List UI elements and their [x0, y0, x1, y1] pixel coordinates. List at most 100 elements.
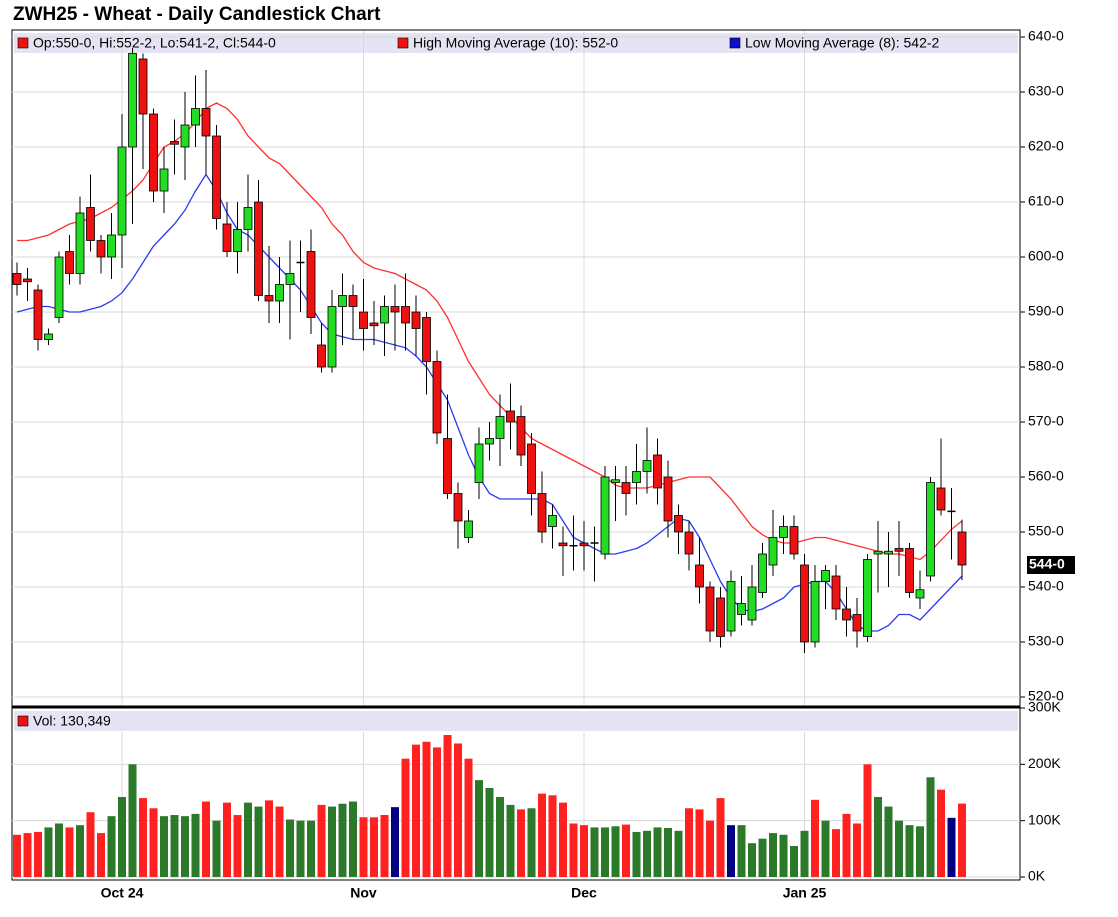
- candle-body: [432, 361, 442, 434]
- legend-swatch: [17, 37, 29, 49]
- candle-body: [852, 614, 862, 632]
- volume-bar: [958, 803, 966, 877]
- candle-body: [642, 460, 652, 472]
- candle-body: [453, 493, 463, 522]
- last-price-label: 544-0: [1029, 556, 1065, 572]
- volume-bar: [695, 809, 704, 877]
- candle-body: [768, 537, 778, 566]
- volume-bar: [275, 806, 284, 877]
- legend-bar: [14, 33, 1018, 53]
- candle-body: [86, 207, 95, 241]
- volume-bar: [548, 795, 557, 877]
- frame: [11, 29, 1021, 881]
- y-tick-label: 640-0: [1028, 28, 1064, 44]
- candle-body: [653, 454, 662, 489]
- volume-bar: [359, 817, 368, 877]
- volume-bar: [13, 834, 21, 877]
- candle-body: [747, 586, 757, 621]
- volume-bar: [527, 808, 536, 877]
- candle-body: [117, 146, 127, 236]
- candle-body: [201, 108, 211, 137]
- x-tick-label: Nov: [350, 885, 377, 901]
- y-tick-label: 600-0: [1028, 248, 1064, 264]
- candle-body: [726, 581, 736, 632]
- candle-body: [821, 570, 830, 582]
- y-tick-label: 610-0: [1028, 193, 1064, 209]
- candle-body: [138, 58, 148, 115]
- candle-body: [842, 608, 851, 621]
- y-tick-label: 550-0: [1028, 523, 1064, 539]
- volume-bar: [821, 820, 830, 877]
- y-tick-label: 520-0: [1028, 688, 1064, 704]
- candle-body: [380, 306, 389, 324]
- last-price-box: [1027, 556, 1075, 574]
- volume-bar: [128, 764, 137, 877]
- candle-body: [926, 482, 935, 577]
- volume-bar: [76, 825, 84, 877]
- volume-bar: [191, 813, 200, 877]
- volume-bar: [716, 798, 725, 877]
- volume-bar: [412, 744, 420, 877]
- legend-text: High Moving Average (10): 552-0: [413, 35, 618, 51]
- volume-bar: [338, 803, 347, 877]
- volume-bar: [380, 815, 389, 877]
- candle-body: [905, 548, 914, 593]
- volume-bar: [244, 802, 252, 877]
- candle-body: [579, 542, 589, 547]
- volume-bar: [202, 801, 210, 877]
- candle-body: [180, 124, 190, 148]
- candle-body: [65, 251, 74, 274]
- candle-body: [863, 559, 872, 637]
- candle-body: [44, 333, 53, 340]
- volume-bar: [139, 798, 147, 877]
- volume-bar: [706, 820, 714, 877]
- volume-bar: [107, 816, 116, 877]
- volume-bar: [86, 812, 95, 877]
- volume-bar: [874, 797, 882, 877]
- volume-bar: [65, 827, 74, 877]
- y-tick-label: 560-0: [1028, 468, 1064, 484]
- candle-body: [390, 306, 400, 313]
- legend-text: Vol: 130,349: [33, 713, 111, 729]
- candle-body: [149, 113, 158, 192]
- volume-bar: [685, 808, 693, 877]
- candle-body: [411, 311, 421, 329]
- volume-bar: [632, 831, 641, 877]
- volume-bar: [328, 806, 336, 877]
- candle-body: [12, 273, 22, 285]
- candle-body: [75, 212, 85, 274]
- legend-swatch: [729, 37, 741, 49]
- volume-bar: [559, 802, 567, 877]
- candle-body: [170, 141, 179, 145]
- volume-bar: [779, 834, 788, 877]
- volume-bar: [748, 843, 756, 877]
- y-tick-label: 580-0: [1028, 358, 1064, 374]
- candle-body: [33, 289, 43, 340]
- volume-bar: [223, 802, 231, 877]
- volume-bar: [391, 807, 399, 877]
- candle-body: [695, 564, 704, 588]
- volume-bar: [454, 743, 462, 877]
- candle-body: [957, 531, 967, 566]
- y-tick-label: 200K: [1028, 755, 1061, 771]
- chart-title: ZWH25 - Wheat - Daily Candlestick Chart: [13, 4, 381, 25]
- volume-bar: [601, 827, 609, 877]
- candle-body: [485, 438, 494, 445]
- y-tick-label: 530-0: [1028, 633, 1064, 649]
- volume-bar: [149, 808, 158, 877]
- volume-bar: [286, 819, 294, 877]
- candle-body: [422, 317, 431, 362]
- y-tick-label: 540-0: [1028, 578, 1064, 594]
- candle-body: [285, 273, 295, 285]
- volume-bar: [653, 827, 662, 877]
- candle-body: [779, 526, 788, 538]
- candle-body: [54, 256, 64, 318]
- volume-bar: [422, 741, 431, 877]
- candle-body: [674, 515, 683, 533]
- candle-body: [327, 306, 337, 368]
- candle-body: [548, 515, 557, 527]
- volume-bar: [401, 758, 410, 877]
- y-tick-label: 620-0: [1028, 138, 1064, 154]
- volume-bar: [674, 830, 683, 877]
